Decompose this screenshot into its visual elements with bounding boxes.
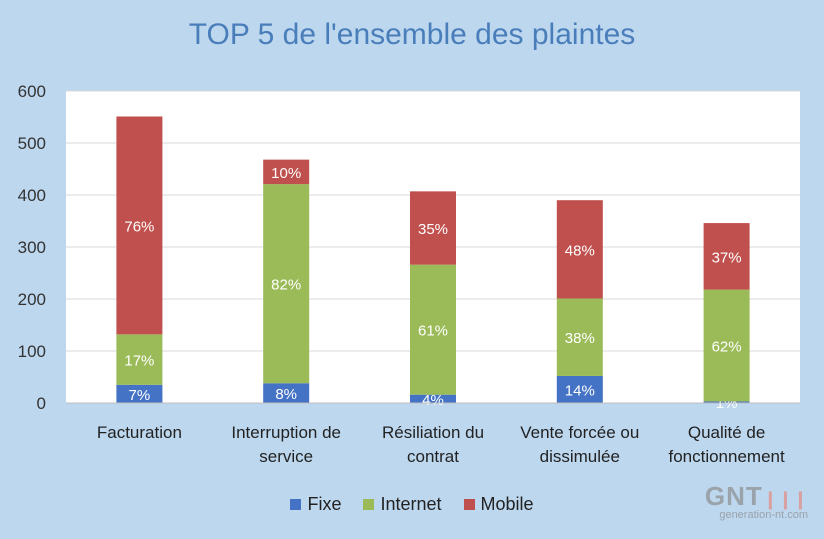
bar-mobile-2 (263, 159, 310, 185)
data-label: 48% (565, 242, 595, 259)
y-tick-label: 0 (37, 394, 46, 413)
chart-title: TOP 5 de l'ensemble des plaintes (188, 18, 636, 51)
y-tick-label: 200 (18, 290, 46, 309)
bar-internet-1 (116, 334, 163, 385)
legend-label: Internet (380, 494, 442, 514)
data-label: 14% (565, 382, 595, 399)
legend-label: Fixe (307, 494, 342, 514)
x-category-label: Résiliation du contrat (382, 423, 484, 466)
data-label: 4% (422, 392, 444, 409)
data-label: 62% (712, 339, 742, 356)
data-label: 10% (271, 165, 301, 182)
bar-mobile-1 (116, 116, 163, 335)
x-axis-categories: Facturation Interruption de service Résilia… (97, 423, 785, 466)
watermark-logo: GNT (704, 481, 763, 511)
bar-fixe-3 (410, 394, 456, 403)
data-label: 8% (275, 386, 297, 403)
bar-internet-5 (703, 289, 750, 402)
bar-internet-2 (263, 184, 310, 384)
data-label: 82% (271, 277, 301, 294)
x-category-label: Facturation (97, 423, 182, 442)
bar-mobile-4 (556, 200, 603, 299)
bar-mobile-3 (410, 191, 456, 265)
y-tick-label: 300 (18, 238, 46, 257)
bar-fixe-2 (263, 383, 310, 403)
data-label: 38% (565, 330, 595, 347)
bar-internet-4 (556, 298, 603, 376)
legend-swatch (290, 499, 302, 510)
legend-swatch (463, 499, 475, 510)
bar-fixe-5 (703, 401, 750, 403)
data-label: 76% (124, 218, 154, 235)
x-category-label: Interruption de service (231, 423, 341, 466)
legend-item-internet: Internet (363, 494, 442, 515)
bar-mobile-5 (703, 223, 750, 290)
x-category-label: Vente forcée ou dissimulée (520, 423, 639, 466)
x-category-label: Qualité de fonctionnement (668, 423, 785, 466)
legend: Fixe Internet Mobile (0, 494, 824, 515)
watermark-bars-icon: ❙❙❙ (762, 489, 808, 509)
legend-label: Mobile (480, 494, 534, 514)
legend-item-fixe: Fixe (290, 494, 341, 515)
watermark: GNT❙❙❙ generation-nt.com (705, 481, 808, 521)
data-label: 7% (129, 387, 151, 404)
y-tick-label: 100 (18, 342, 46, 361)
y-tick-label: 500 (18, 134, 46, 153)
watermark-domain: generation-nt.com (719, 509, 808, 521)
data-label: 17% (124, 353, 154, 370)
legend-item-mobile: Mobile (463, 494, 534, 515)
data-label: 61% (418, 323, 448, 340)
y-tick-label: 600 (18, 82, 46, 101)
data-label: 35% (418, 221, 448, 238)
y-tick-label: 400 (18, 186, 46, 205)
bar-fixe-1 (116, 384, 163, 403)
bar-internet-3 (410, 264, 456, 395)
y-axis-ticks: 0 100 200 300 400 500 600 (18, 82, 46, 413)
legend-swatch (363, 499, 375, 510)
bar-fixe-4 (556, 375, 603, 403)
bars: 7%17%76%8%82%10%4%61%35%14%38%48%1%62%37… (116, 116, 750, 412)
data-label: 37% (712, 249, 742, 266)
